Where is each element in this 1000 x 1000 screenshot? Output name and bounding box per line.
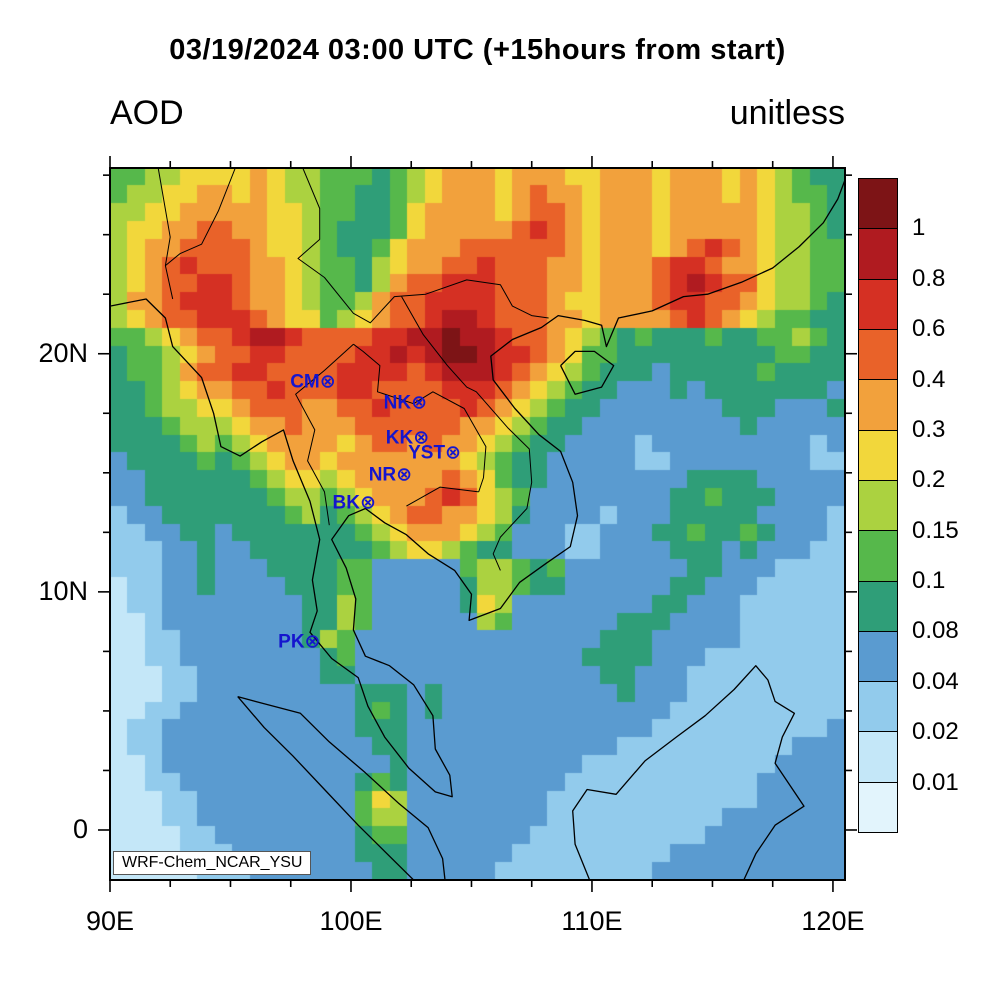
colorbar-label: 0.01 <box>912 768 959 796</box>
x-tick-label: 110E <box>561 906 623 936</box>
colorbar-label: 0.4 <box>912 365 946 393</box>
colorbar-cell <box>859 229 897 280</box>
station-label-kk: KK⊗ <box>385 427 430 449</box>
colorbar-label: 1 <box>912 214 926 242</box>
colorbar-cell <box>859 480 897 532</box>
station-label-cm: CM⊗ <box>290 371 336 393</box>
y-tick-label: 0 <box>72 813 88 844</box>
station-label-pk: PK⊗ <box>278 630 321 652</box>
colorbar-label: 0.6 <box>912 315 946 343</box>
y-tick-label: 10N <box>38 575 88 606</box>
colorbar-label: 0.1 <box>912 567 946 595</box>
colorbar-cell <box>859 329 897 381</box>
units-label: unitless <box>729 94 845 132</box>
colorbar-cell <box>859 682 897 733</box>
y-tick-label: 20N <box>38 337 88 368</box>
aod-raster <box>110 168 845 880</box>
x-tick-label: 100E <box>319 906 383 936</box>
station-label-nr: NR⊗ <box>368 464 413 486</box>
colorbar-cell <box>859 782 897 833</box>
colorbar-cell <box>859 581 897 632</box>
colorbar-label: 0.2 <box>912 466 946 494</box>
station-label-bk: BK⊗ <box>332 492 376 514</box>
colorbar-cell <box>859 380 897 431</box>
model-label: WRF-Chem_NCAR_YSU <box>113 851 312 875</box>
station-label-nk: NK⊗ <box>383 392 427 414</box>
colorbar-label: 0.15 <box>912 516 959 544</box>
station-label-yst: YST⊗ <box>408 442 461 464</box>
colorbar-label: 0.3 <box>912 415 946 443</box>
colorbar-cell <box>859 279 897 330</box>
colorbar-cell <box>859 430 897 481</box>
x-tick-label: 120E <box>801 906 865 936</box>
colorbar-cell <box>859 631 897 683</box>
colorbar-cell <box>859 179 897 230</box>
colorbar-cell <box>859 531 897 582</box>
colorbar-label: 0.04 <box>912 667 959 695</box>
variable-label: AOD <box>110 94 184 132</box>
colorbar-label: 0.8 <box>912 264 946 292</box>
colorbar <box>858 178 898 833</box>
colorbar-cell <box>859 732 897 783</box>
x-tick-label: 90E <box>85 906 135 936</box>
colorbar-label: 0.02 <box>912 718 959 746</box>
colorbar-label: 0.08 <box>912 617 959 645</box>
plot-title: 03/19/2024 03:00 UTC (+15hours from star… <box>169 34 786 66</box>
